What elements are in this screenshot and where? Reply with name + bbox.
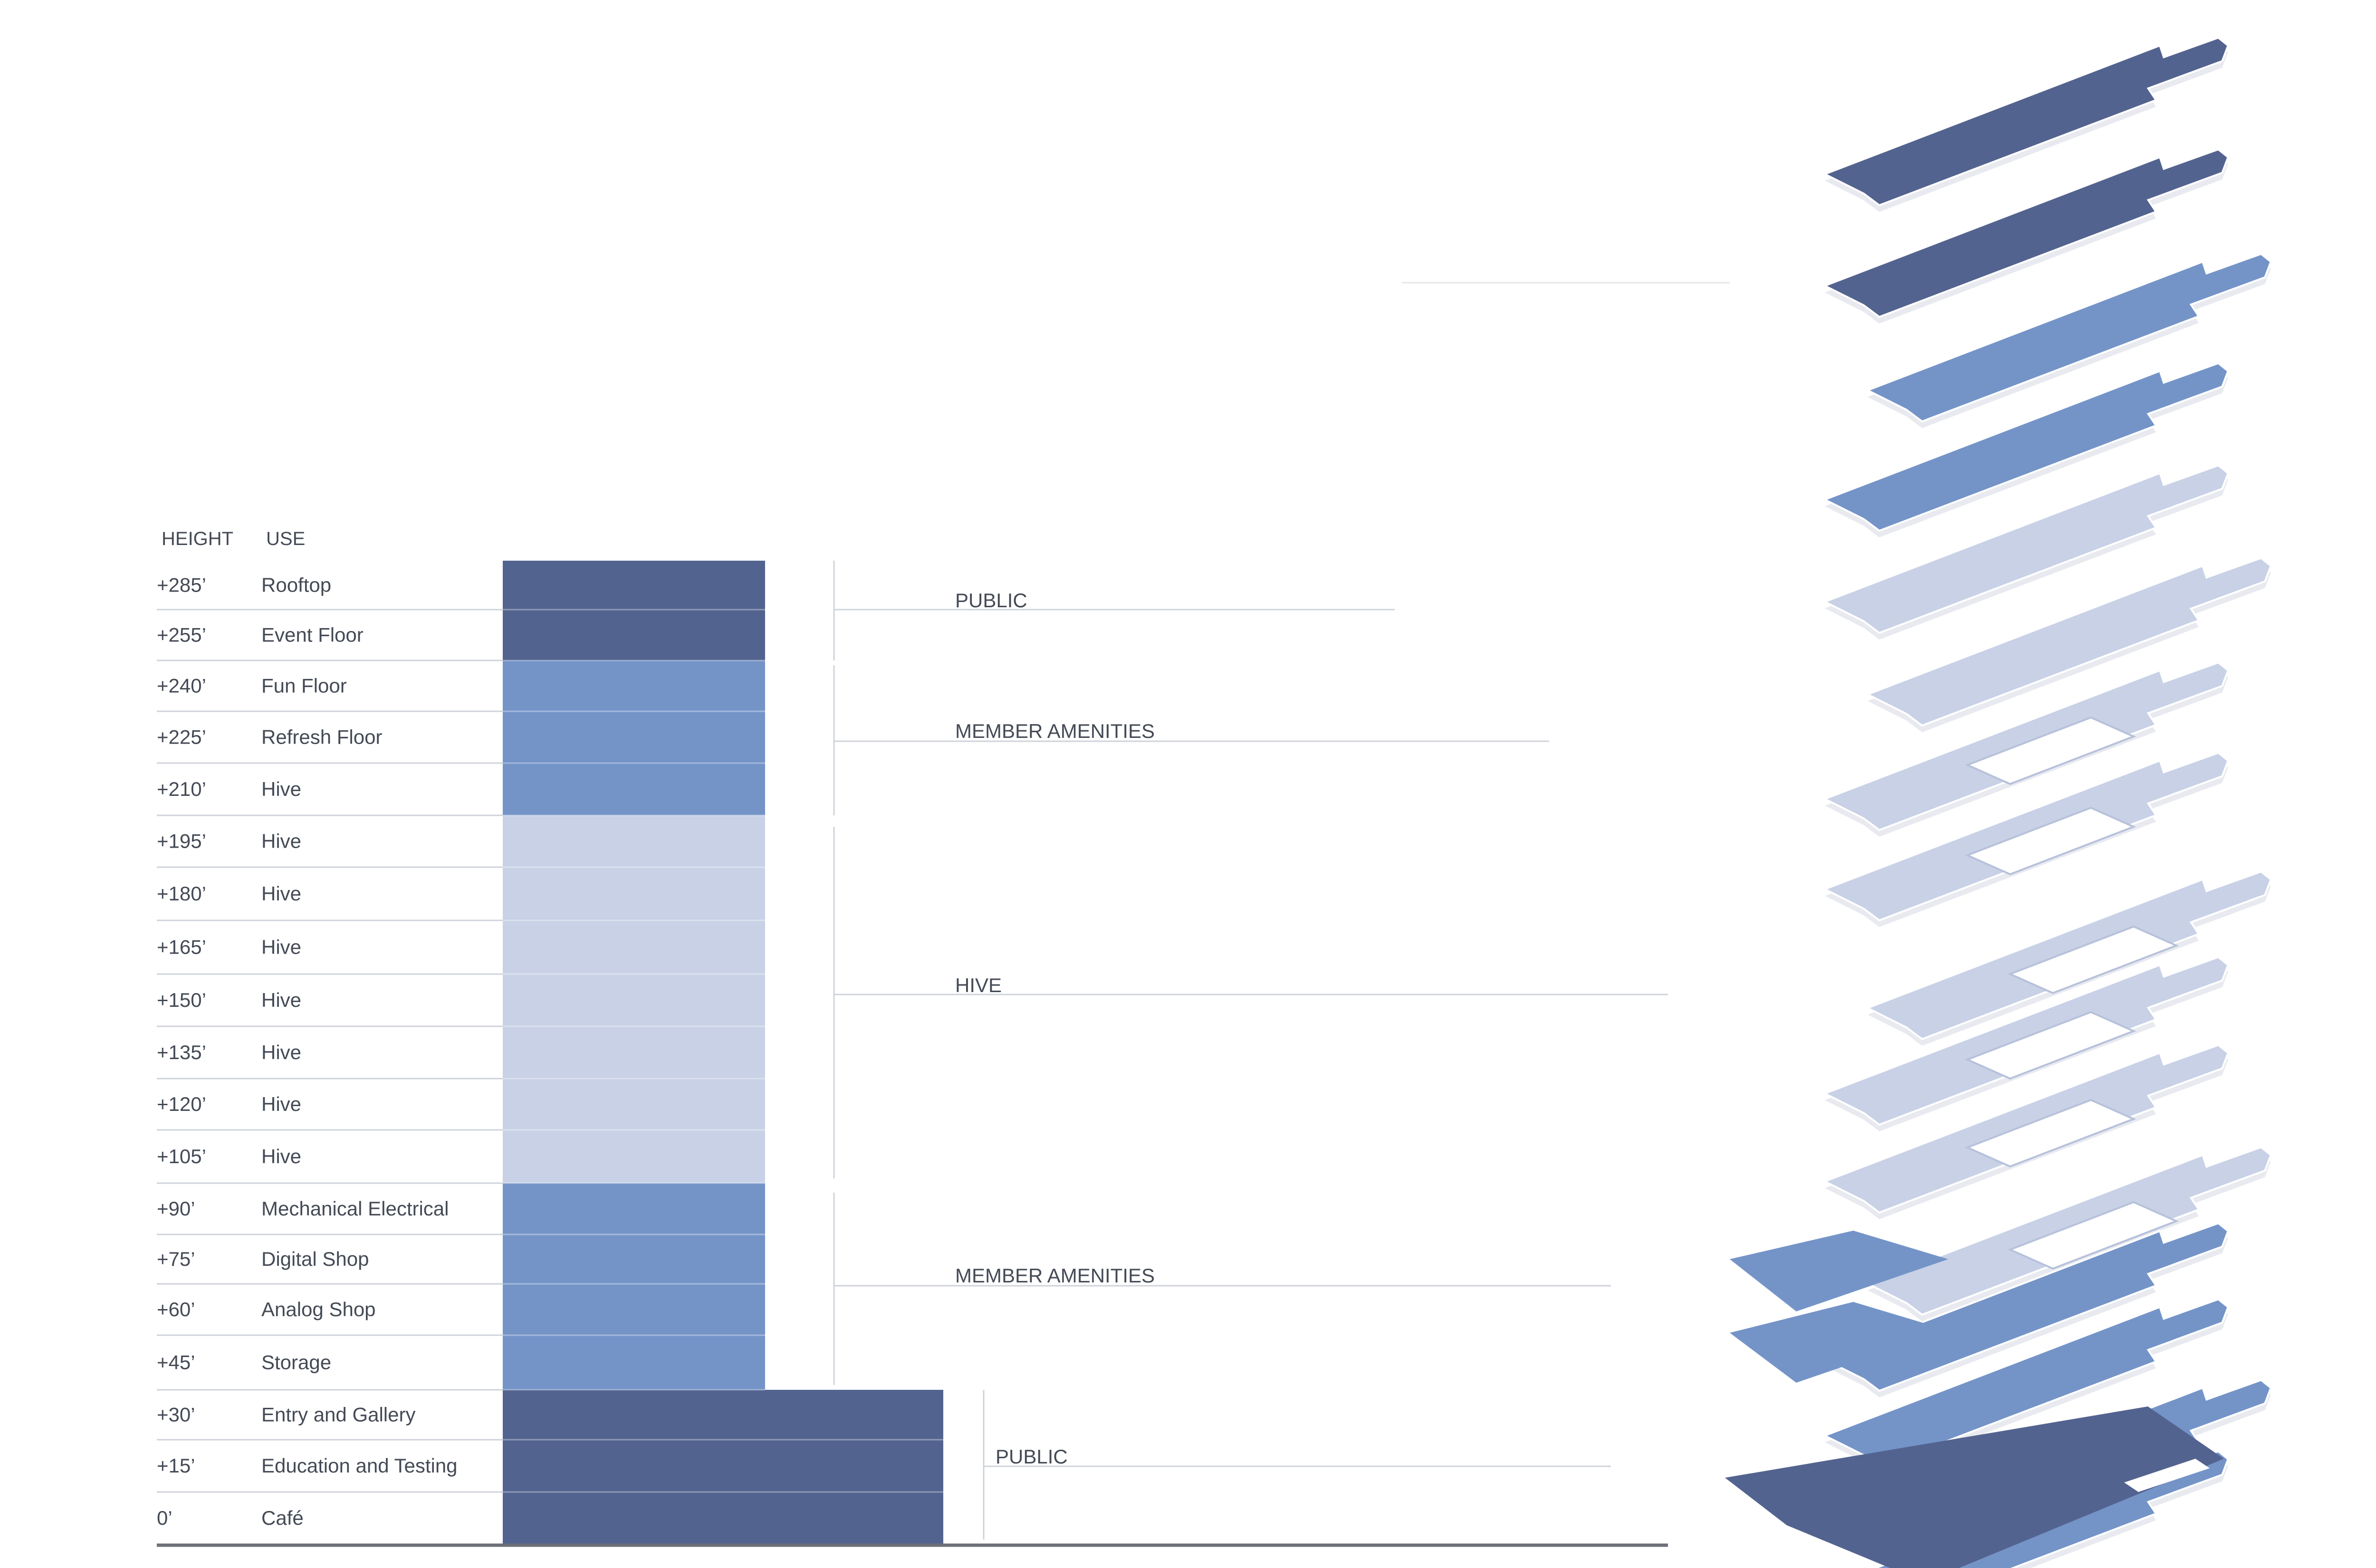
row-height: +240’ [157,675,206,697]
floor-plate [1730,1231,1948,1311]
section-block [503,1026,765,1079]
section-block [503,660,765,711]
section-block [503,1234,765,1284]
row-use: Hive [261,830,301,852]
floor-plate [1865,253,2272,423]
row-height: +105’ [157,1145,206,1167]
section-block [503,1183,765,1234]
row-height: +165’ [157,936,206,958]
row-height: +15’ [157,1454,195,1477]
row-height: +225’ [157,726,206,748]
row-use: Hive [261,1093,301,1115]
section-block [503,763,765,815]
row-use: Storage [261,1351,331,1374]
row-use: Rooftop [261,574,331,596]
section-block [503,1079,765,1130]
group-label: PUBLIC [996,1445,1068,1468]
section-block [503,1390,943,1440]
section-block [503,1492,943,1544]
atrium-void [1964,716,2136,785]
row-use: Café [261,1507,304,1529]
plate-opening [2124,1459,2210,1492]
row-height: +180’ [157,882,206,905]
section-block [503,1284,765,1335]
section-block [503,920,765,974]
row-height: +90’ [157,1197,195,1220]
row-use: Event Floor [261,624,364,646]
section-block [503,974,765,1026]
row-height: +30’ [157,1404,195,1426]
floor-plate [1822,362,2230,532]
row-height: +195’ [157,830,206,852]
floor-plate [1725,1406,2224,1568]
floor-table: HEIGHT USE +285’ Rooftop +255’ Event Floor +… [157,528,943,1529]
zone-groups: PUBLIC MEMBER AMENITIES HIVE MEMBER AMENITI… [833,282,1730,1539]
section-block [503,711,765,763]
row-height: 0’ [157,1507,172,1529]
group-label: MEMBER AMENITIES [955,720,1155,742]
atrium-void [1964,1011,2136,1080]
row-height: +210’ [157,778,206,800]
row-use: Hive [261,778,301,800]
atrium-void [2007,925,2179,994]
atrium-void [1964,806,2136,876]
section-block [503,1335,765,1390]
floor-plate [1822,1222,2230,1392]
group-label: MEMBER AMENITIES [955,1264,1155,1287]
section-block [503,610,765,660]
section-block [503,1440,943,1492]
row-height: +255’ [157,624,206,646]
floor-plate [1865,557,2272,727]
row-height: +45’ [157,1351,195,1374]
row-use: Entry and Gallery [261,1404,415,1426]
building-section [157,561,1668,1547]
group-label: HIVE [955,974,1002,996]
row-height: +135’ [157,1041,206,1063]
floor-plate [1730,1302,1948,1383]
row-height: +75’ [157,1248,195,1270]
section-block [503,867,765,920]
row-use: Hive [261,1145,301,1167]
row-use: Hive [261,936,301,958]
row-use: Refresh Floor [261,726,382,748]
section-block [503,1130,765,1183]
section-block [503,815,765,867]
row-use: Hive [261,1041,301,1063]
header-use: USE [266,528,305,549]
floor-plate [1822,148,2230,318]
row-height: +60’ [157,1298,195,1320]
row-height: +285’ [157,574,206,596]
atrium-void [1964,1099,2136,1168]
exploded-axonometric [1725,37,2272,1568]
row-use: Hive [261,882,301,905]
floor-plate [1822,37,2230,207]
row-use: Education and Testing [261,1454,458,1477]
row-height: +150’ [157,989,206,1011]
row-use: Hive [261,989,301,1011]
row-height: +120’ [157,1093,206,1115]
floor-plate [1822,464,2230,634]
row-use: Analog Shop [261,1298,376,1320]
row-use: Mechanical Electrical [261,1197,449,1220]
group-label: PUBLIC [955,589,1027,612]
section-block [503,561,765,610]
row-use: Fun Floor [261,675,347,697]
header-height: HEIGHT [162,528,233,549]
row-use: Digital Shop [261,1248,369,1270]
atrium-void [2007,1201,2179,1270]
